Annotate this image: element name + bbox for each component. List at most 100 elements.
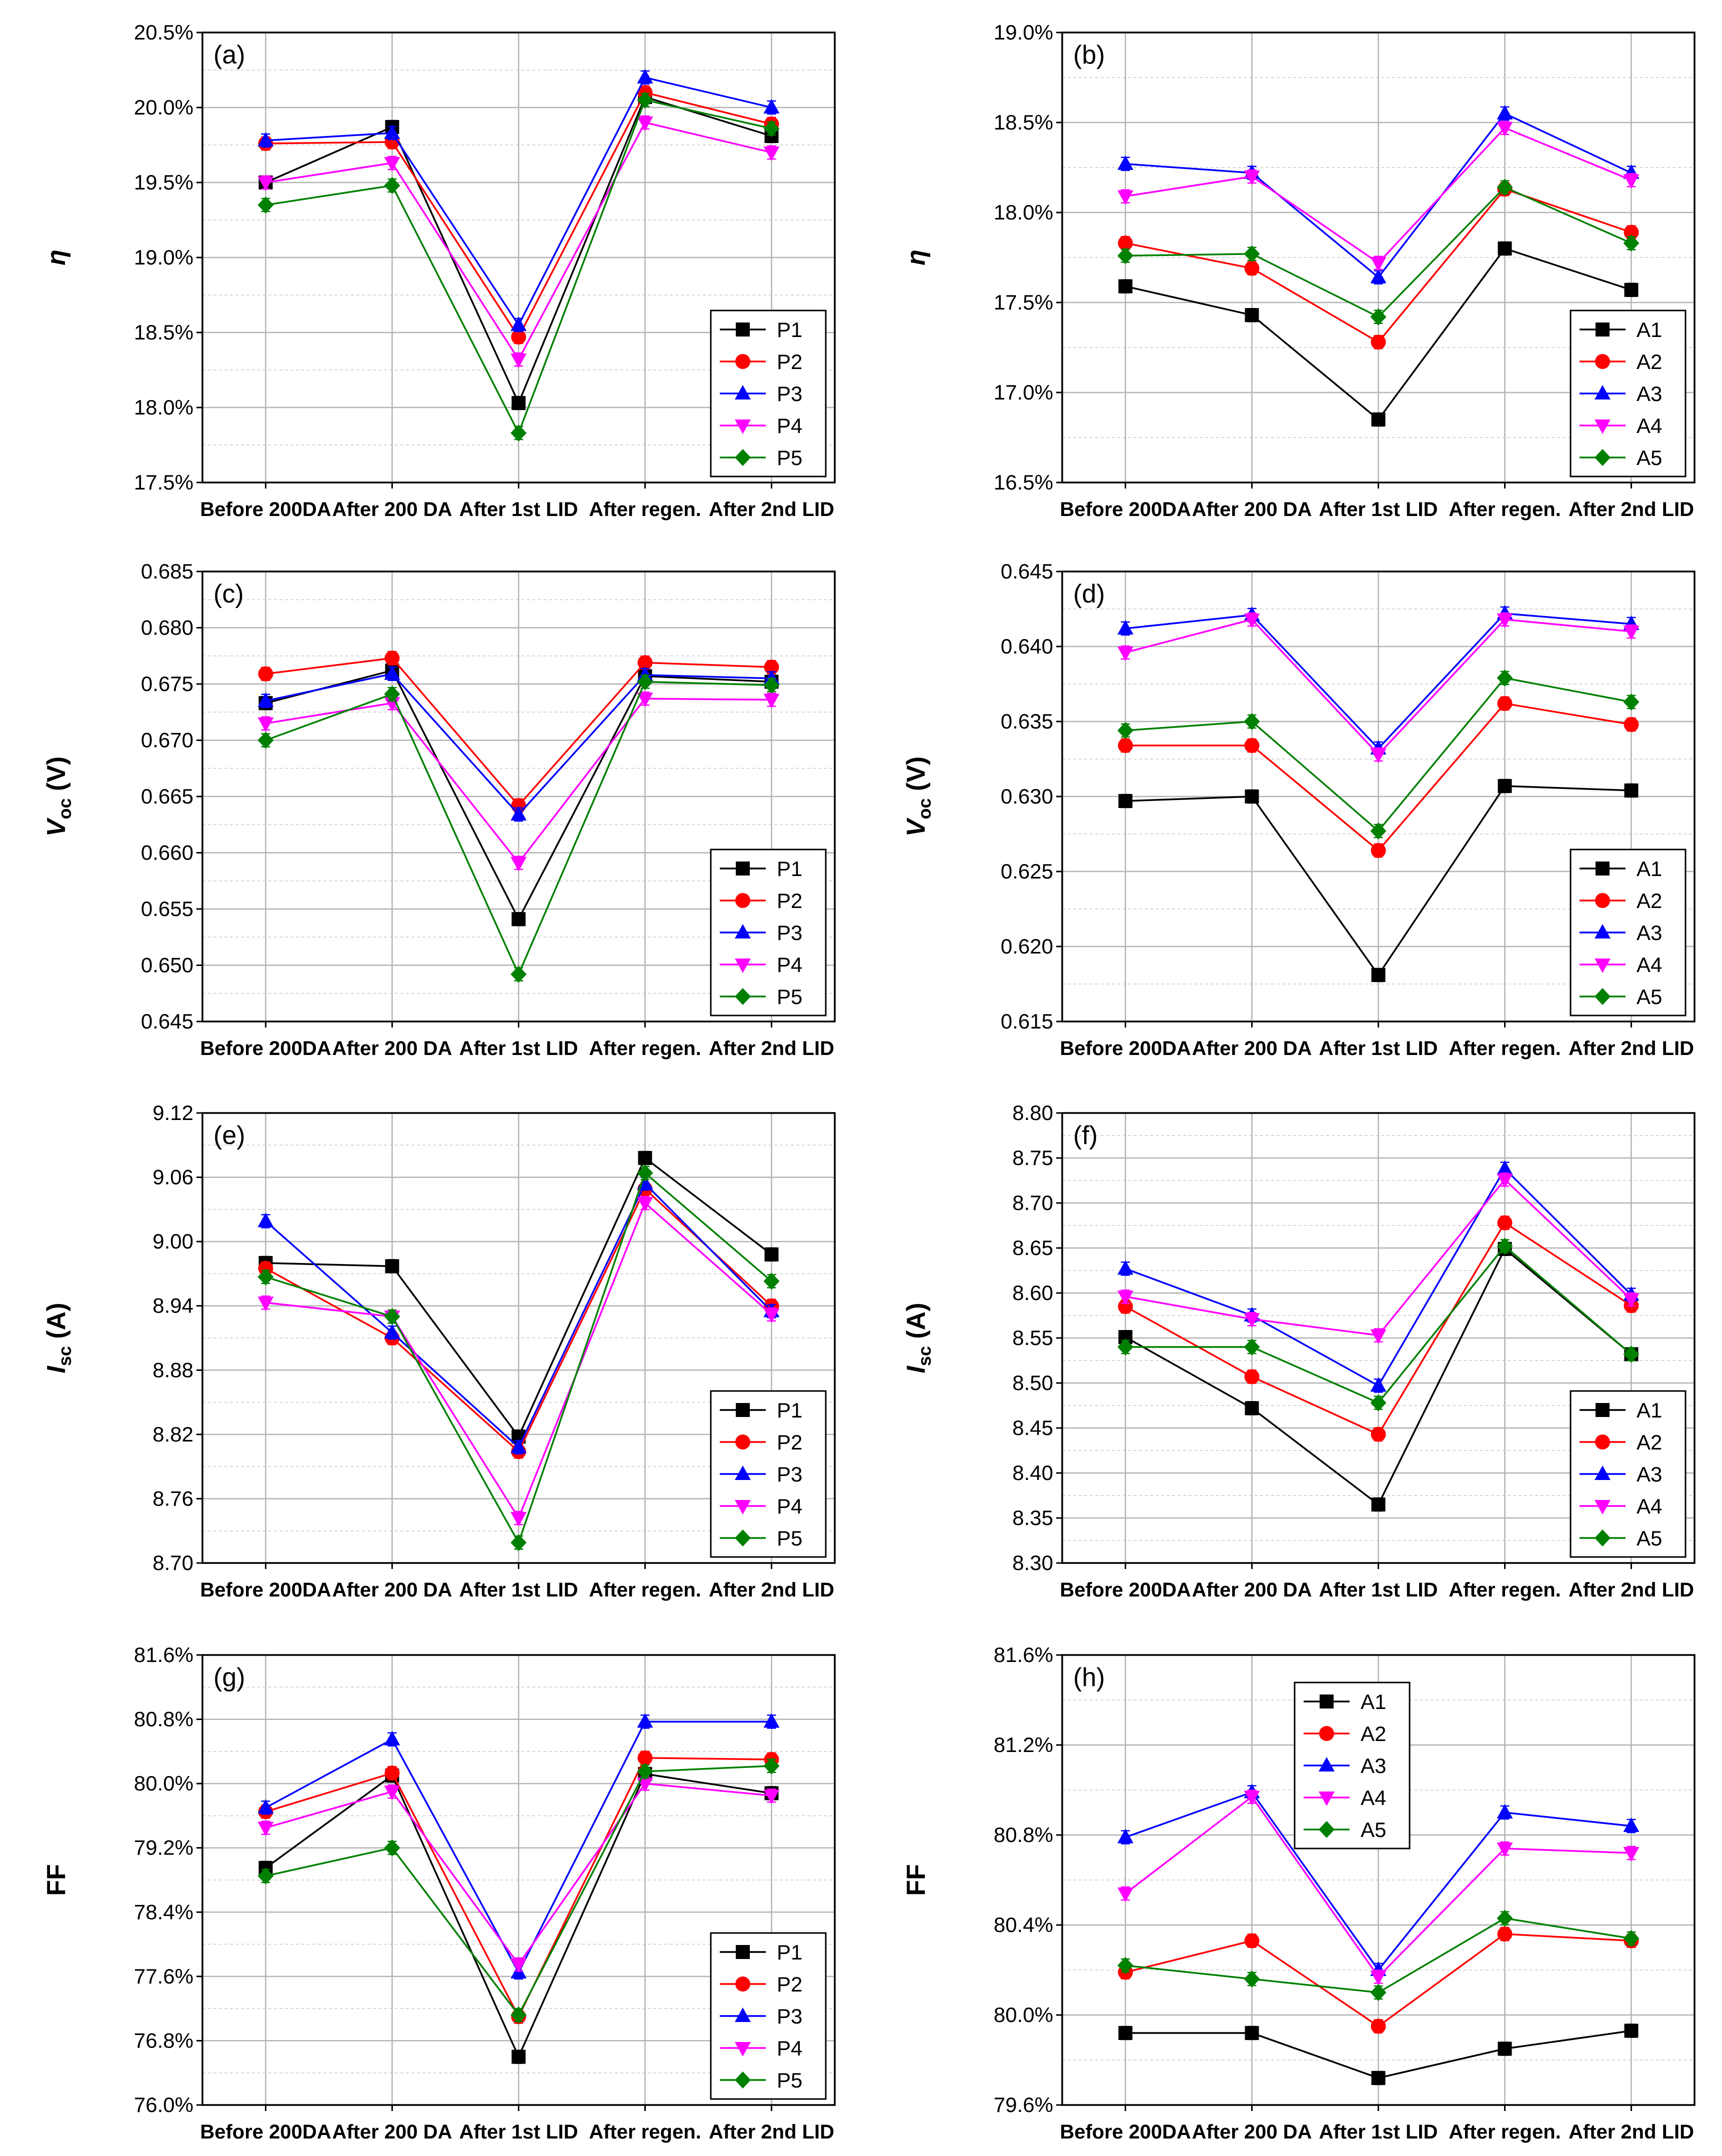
data-point-A1 bbox=[1118, 279, 1133, 294]
legend-label: A3 bbox=[1637, 1462, 1662, 1486]
legend-label: A2 bbox=[1637, 889, 1662, 912]
legend-marker-P2 bbox=[735, 893, 750, 908]
chart-panel-h: 79.6% 80.0% 80.4% 80.8% 81.2% 81.6% Before 200… bbox=[902, 1643, 1696, 2143]
legend-marker-A5 bbox=[1595, 449, 1611, 466]
legend-label: P1 bbox=[777, 857, 802, 880]
y-tick-label: 8.80 bbox=[1012, 1101, 1053, 1124]
legend-marker-A4 bbox=[1595, 1500, 1611, 1514]
y-tick-label: 80.8% bbox=[994, 1823, 1053, 1846]
data-point-P3 bbox=[384, 124, 400, 139]
y-tick-label: 80.0% bbox=[134, 1772, 193, 1795]
y-tick-label: 81.2% bbox=[994, 1733, 1053, 1756]
y-tick-label: 19.0% bbox=[994, 20, 1053, 44]
legend-label: A4 bbox=[1637, 1494, 1662, 1518]
y-axis-label: Voc (V) bbox=[42, 756, 75, 836]
legend-label: A3 bbox=[1637, 921, 1662, 944]
chart-panel-c: 0.645 0.650 0.655 0.660 0.665 0.670 0.675 0.680… bbox=[42, 560, 836, 1060]
data-point-A1 bbox=[1498, 779, 1512, 793]
data-point-A5 bbox=[1117, 722, 1134, 739]
data-point-A4 bbox=[1244, 170, 1260, 185]
y-axis-label: FF bbox=[902, 1864, 931, 1896]
data-point-P3 bbox=[257, 1212, 274, 1228]
data-point-A5 bbox=[1370, 1984, 1387, 2001]
legend-label: P4 bbox=[777, 2036, 802, 2060]
data-point-P3 bbox=[763, 99, 780, 114]
panel-label: (b) bbox=[1073, 40, 1105, 70]
plot-frame bbox=[1061, 570, 1696, 1022]
legend-marker-A1 bbox=[1596, 1403, 1610, 1417]
legend-label: P2 bbox=[777, 1430, 802, 1454]
data-point-A5 bbox=[1497, 670, 1513, 686]
y-tick-label: 17.5% bbox=[134, 470, 193, 494]
data-point-P4 bbox=[510, 1958, 527, 1973]
y-tick-label: 8.55 bbox=[1012, 1326, 1053, 1350]
legend-marker-P1 bbox=[736, 322, 750, 336]
data-point-P5 bbox=[510, 424, 527, 442]
y-tick-label: 0.615 bbox=[1001, 1010, 1053, 1033]
data-point-A4 bbox=[1370, 748, 1387, 763]
legend-marker-A5 bbox=[1319, 1821, 1335, 1838]
data-point-A5 bbox=[1623, 694, 1640, 710]
legend-marker-A2 bbox=[1595, 354, 1610, 369]
data-point-P5 bbox=[510, 966, 527, 983]
legend-marker-A2 bbox=[1595, 893, 1610, 908]
y-tick-label: 9.06 bbox=[152, 1166, 193, 1189]
y-tick-label: 18.0% bbox=[994, 200, 1053, 224]
data-point-A1 bbox=[1498, 2042, 1512, 2056]
y-tick-label: 8.70 bbox=[1012, 1191, 1053, 1214]
data-point-A1 bbox=[1371, 1498, 1386, 1512]
data-point-A3 bbox=[1117, 1260, 1134, 1275]
data-point-P2 bbox=[511, 330, 526, 344]
legend-marker-P3 bbox=[735, 385, 751, 400]
panel-label: (h) bbox=[1073, 1663, 1105, 1692]
x-tick-label: After 2nd LID bbox=[1569, 1579, 1694, 1601]
data-point-P4 bbox=[257, 176, 274, 191]
data-point-P5 bbox=[384, 1839, 400, 1856]
panel-label: (f) bbox=[1073, 1121, 1098, 1150]
y-tick-label: 80.8% bbox=[134, 1708, 193, 1731]
plot-frame bbox=[201, 570, 836, 1022]
x-tick-label: After 200 DA bbox=[1192, 1038, 1312, 1060]
y-tick-label: 0.645 bbox=[1001, 560, 1053, 583]
legend-marker-P2 bbox=[735, 1434, 750, 1450]
data-point-P5 bbox=[384, 1308, 400, 1326]
data-point-P2 bbox=[764, 660, 779, 675]
data-point-P3 bbox=[637, 1713, 653, 1728]
data-point-P2 bbox=[637, 1750, 653, 1766]
data-point-A4 bbox=[1244, 1790, 1260, 1806]
x-tick-label: After 200 DA bbox=[332, 2121, 452, 2143]
x-tick-label: After 1st LID bbox=[459, 2121, 578, 2143]
x-tick-label: After 1st LID bbox=[1319, 1038, 1438, 1060]
x-tick-label: After 2nd LID bbox=[1569, 2121, 1694, 2143]
legend-marker-P5 bbox=[735, 449, 751, 466]
x-tick-label: After regen. bbox=[1449, 1579, 1561, 1601]
chart-panel-g: 76.0% 76.8% 77.6% 78.4% 79.2% 80.0% 80.8% 81.6%… bbox=[42, 1643, 836, 2143]
data-point-P2 bbox=[258, 666, 273, 682]
legend-marker-P5 bbox=[735, 988, 751, 1005]
x-tick-label: After 2nd LID bbox=[1569, 498, 1694, 520]
x-tick-label: After 1st LID bbox=[1319, 498, 1438, 520]
legend: A1 A2 A3 A4 A5 bbox=[1294, 1682, 1411, 1850]
y-tick-label: 76.8% bbox=[134, 2028, 193, 2052]
data-point-P4 bbox=[763, 146, 780, 161]
x-tick-label: After regen. bbox=[1449, 2121, 1561, 2143]
panel-label: (c) bbox=[213, 580, 244, 608]
data-point-P3 bbox=[763, 1713, 780, 1728]
data-point-A1 bbox=[1118, 794, 1133, 808]
y-tick-label: 8.40 bbox=[1012, 1461, 1053, 1484]
y-tick-label: 19.0% bbox=[134, 246, 193, 269]
data-point-A2 bbox=[1244, 1933, 1260, 1948]
data-point-A5 bbox=[1623, 1346, 1640, 1363]
y-tick-label: 8.45 bbox=[1012, 1416, 1053, 1440]
data-point-P3 bbox=[257, 132, 274, 146]
legend-marker-P4 bbox=[735, 958, 751, 973]
legend-marker-A4 bbox=[1319, 1792, 1335, 1806]
data-point-P5 bbox=[510, 2006, 527, 2024]
chart-panel-d: 0.615 0.620 0.625 0.630 0.635 0.640 0.645 Befor… bbox=[902, 560, 1696, 1060]
legend-marker-A5 bbox=[1595, 1530, 1611, 1546]
legend-label: A4 bbox=[1637, 953, 1662, 976]
data-point-A5 bbox=[1117, 247, 1134, 264]
data-point-A4 bbox=[1244, 614, 1260, 628]
data-point-A2 bbox=[1497, 1215, 1513, 1230]
y-tick-label: 8.88 bbox=[152, 1358, 193, 1382]
